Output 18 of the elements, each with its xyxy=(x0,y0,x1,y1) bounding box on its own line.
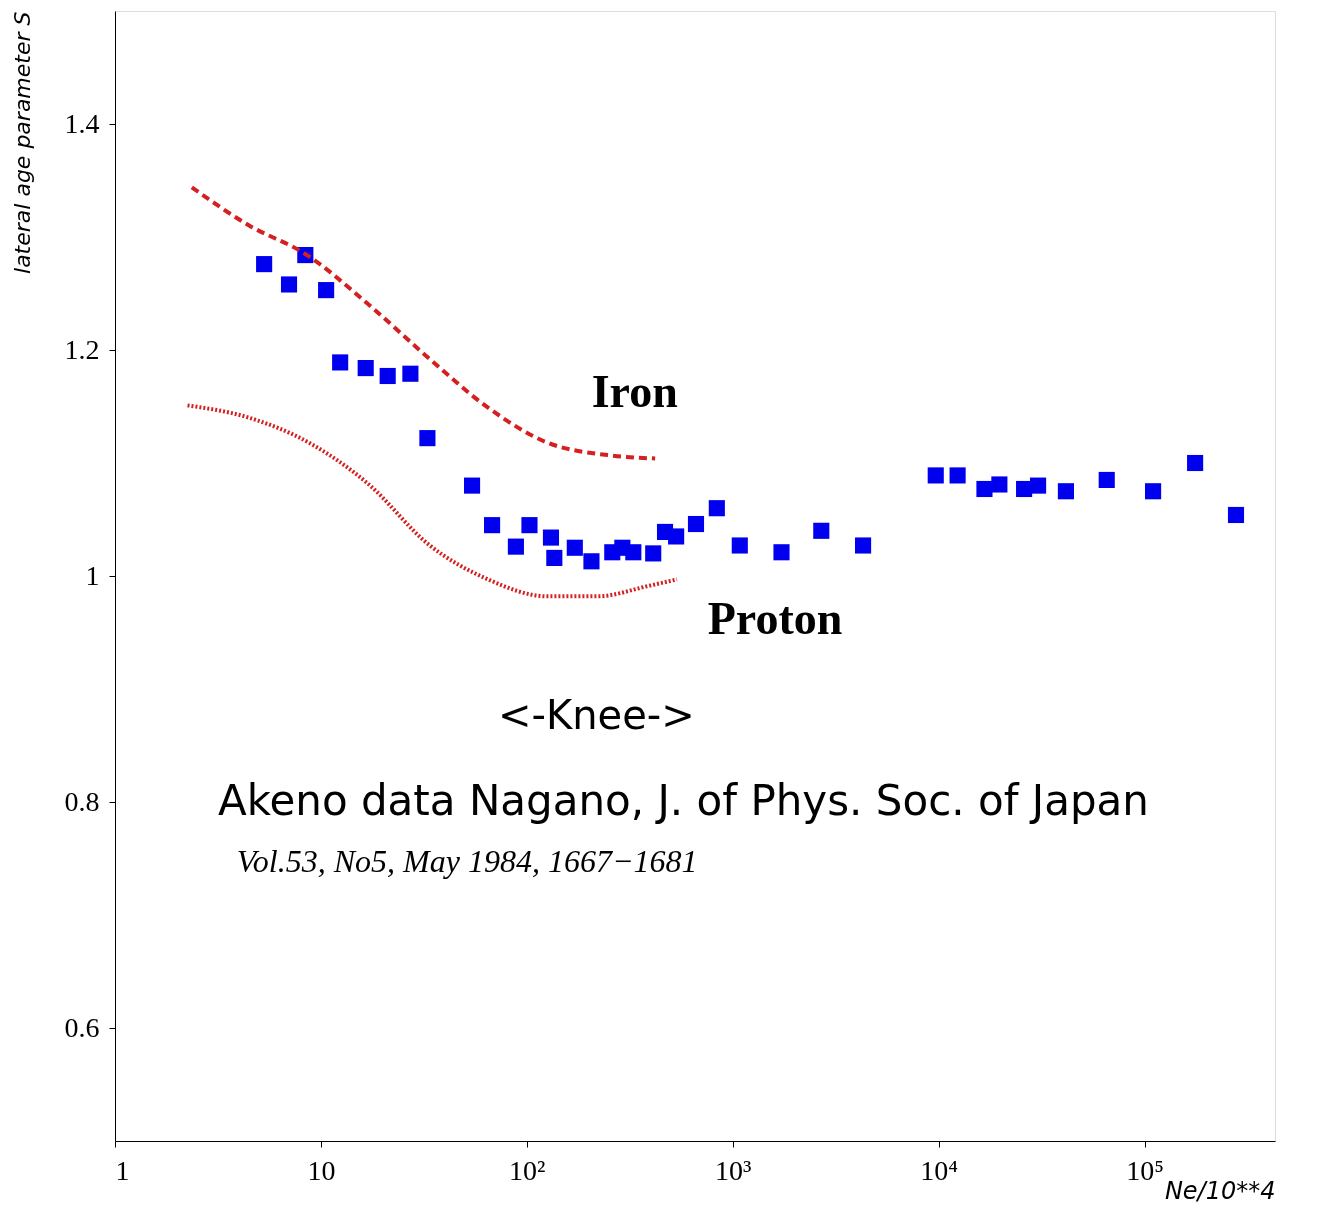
x-tick-label: 10⁴ xyxy=(920,1154,959,1186)
annotation: Proton xyxy=(707,593,843,645)
x-axis-title: Ne/10**4 xyxy=(1164,1176,1276,1205)
annotation: Iron xyxy=(591,365,678,417)
y-tick-label: 1.4 xyxy=(64,107,100,139)
y-tick-label: 0.6 xyxy=(64,1011,100,1043)
annotation: Vol.53, No5, May 1984, 1667−1681 xyxy=(236,842,698,879)
x-tick-label: 10 xyxy=(307,1154,336,1186)
x-tick-label: 10³ xyxy=(715,1154,752,1186)
x-tick-label: 10⁵ xyxy=(1126,1154,1164,1186)
annotation: Akeno data Nagano, J. of Phys. Soc. of Japan xyxy=(217,776,1149,825)
annotation: <-Knee-> xyxy=(498,692,695,739)
y-tick-label: 1 xyxy=(85,559,100,591)
y-axis-title: lateral age parameter S xyxy=(9,11,35,274)
x-tick-label: 10² xyxy=(509,1154,546,1186)
y-tick-label: 0.8 xyxy=(64,785,100,817)
x-tick-label: 1 xyxy=(115,1154,130,1186)
y-tick-label: 1.2 xyxy=(64,333,100,365)
